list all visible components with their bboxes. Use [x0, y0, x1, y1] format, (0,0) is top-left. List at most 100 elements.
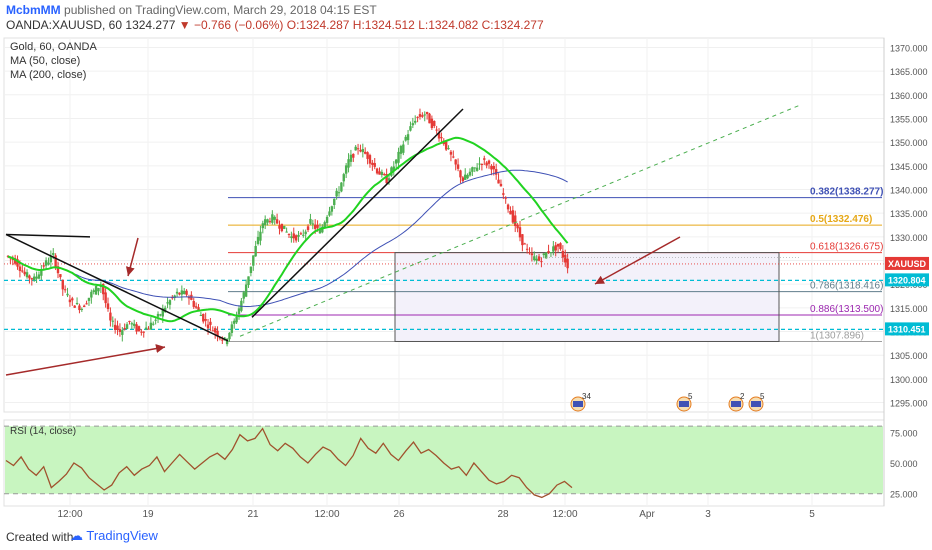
candle-body	[102, 283, 105, 295]
y-tick-label: 1340.000	[890, 185, 928, 195]
candle-body	[44, 260, 48, 266]
candle-body	[261, 223, 265, 229]
candle-body	[147, 328, 150, 330]
candle-body	[359, 149, 362, 152]
candle-body	[344, 165, 348, 174]
candle-body	[387, 178, 391, 181]
candle-body	[61, 279, 64, 290]
y-tick-label: 1350.000	[890, 138, 928, 148]
rsi-band	[5, 426, 883, 494]
candle-body	[163, 307, 167, 312]
event-badges: 34 5 2 5	[570, 392, 765, 412]
candle-body	[440, 137, 443, 139]
event-badge: 2	[728, 392, 745, 412]
x-tick-label: 12:00	[314, 509, 339, 520]
candle-body	[466, 174, 469, 179]
candle-body	[497, 179, 500, 184]
flag-icon-stripe	[751, 401, 761, 407]
candle-body	[49, 256, 53, 263]
candle-body	[375, 168, 379, 174]
candle-body	[130, 323, 134, 325]
candle-body	[128, 320, 131, 322]
candle-body	[71, 298, 74, 301]
candle-body	[480, 163, 484, 165]
candle-body	[271, 214, 274, 223]
candle-body	[133, 323, 136, 326]
footer-credit: Created with	[6, 530, 74, 544]
x-tick-label: 12:00	[57, 509, 82, 520]
candle-body	[66, 293, 69, 296]
author-link[interactable]: McbmMM	[6, 3, 61, 17]
candle-body	[487, 160, 491, 164]
publish-line: McbmMM published on TradingView.com, Mar…	[6, 3, 377, 17]
candle-body	[125, 324, 129, 330]
candle-body	[321, 226, 324, 233]
candle-body	[521, 234, 524, 246]
candle-body	[18, 266, 22, 272]
ma50-line	[7, 136, 569, 323]
candle-body	[290, 236, 293, 239]
x-tick-label: 19	[142, 509, 154, 520]
candle-body	[230, 324, 234, 333]
event-count: 34	[582, 392, 591, 401]
y-tick-label: 1295.000	[890, 399, 928, 409]
candle-body	[202, 314, 205, 322]
candle-body	[6, 255, 10, 257]
candle-body	[75, 302, 79, 305]
candle-body	[328, 211, 331, 216]
candle-body	[437, 133, 441, 139]
candle-body	[268, 221, 272, 223]
candle-body	[292, 233, 295, 239]
y-tick-label: 1345.000	[890, 162, 928, 172]
candle-body	[235, 316, 238, 323]
candle-body	[218, 337, 222, 339]
candle-body	[542, 253, 546, 256]
candle-body	[352, 153, 355, 158]
candle-body	[168, 300, 172, 305]
x-tick-label: 28	[497, 509, 509, 520]
candle-body	[337, 192, 341, 194]
candle-body	[368, 155, 372, 164]
price-change: ▼ −0.766 (−0.06%)	[178, 18, 284, 32]
y-tick-label: 1300.000	[890, 375, 928, 385]
legend-ma200[interactable]: MA (200, close)	[10, 69, 87, 81]
candle-body	[559, 243, 562, 250]
price-tag	[885, 273, 929, 287]
arrow-up-right	[5, 344, 166, 376]
rsi-pane: RSI (14, close)	[4, 425, 884, 499]
candle-body	[73, 305, 76, 308]
candle-body	[185, 290, 188, 295]
price-chart[interactable]: 0.382(1338.277) 0.5(1332.476) 0.618(1326.6…	[0, 32, 932, 520]
axes: 1370.000 1365.000 1360.000 1355.000 1350.000…	[57, 38, 929, 520]
candle-body	[528, 252, 531, 254]
flag-icon-stripe	[679, 401, 689, 407]
flag-icon-stripe	[573, 401, 583, 407]
candle-body	[287, 233, 291, 235]
fib-retracement: 0.382(1338.277) 0.5(1332.476) 0.618(1326.6…	[4, 187, 884, 342]
trendline-down	[5, 233, 229, 342]
candle-body	[116, 325, 119, 330]
publish-info: published on TradingView.com, March 29, …	[64, 3, 377, 17]
candle-body	[52, 253, 55, 255]
price-tag	[885, 322, 929, 336]
candle-body	[530, 253, 534, 256]
candle-body	[566, 258, 569, 269]
price-tag	[885, 256, 929, 270]
legend-ma50[interactable]: MA (50, close)	[10, 55, 81, 67]
x-tick-label: Apr	[639, 509, 655, 520]
candle-body	[335, 190, 338, 197]
tradingview-logo[interactable]: ☁ TradingView	[70, 528, 158, 544]
candle-body	[537, 256, 541, 261]
candle-body	[485, 162, 488, 166]
rsi-label: RSI (14, close)	[10, 426, 76, 437]
candle-body	[206, 324, 210, 329]
candle-body	[228, 332, 231, 340]
cloud-icon: ☁	[70, 528, 83, 543]
candle-body	[21, 270, 24, 272]
event-count: 5	[760, 392, 765, 401]
candle-body	[106, 303, 110, 310]
candle-body	[461, 177, 465, 182]
candle-body	[37, 274, 41, 279]
candle-body	[397, 151, 400, 163]
candle-body	[552, 246, 555, 252]
